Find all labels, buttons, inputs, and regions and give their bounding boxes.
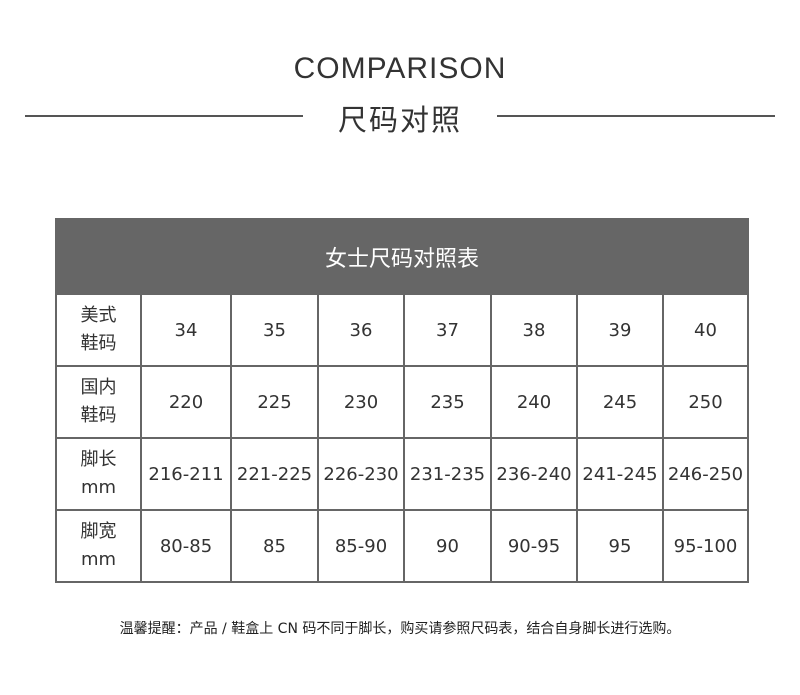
row-label: 美式 鞋码 [55, 293, 142, 367]
table-row: 脚宽 mm 80-85 85 85-90 90 90-95 95 95-100 [55, 509, 750, 583]
table-cell: 95 [576, 509, 664, 583]
row-label-line: 鞋码 [80, 333, 117, 354]
table-cell: 36 [317, 293, 405, 367]
row-label: 脚宽 mm [55, 509, 142, 583]
table-cell: 39 [576, 293, 664, 367]
title-chinese: 尺码对照 [337, 103, 462, 137]
table-cell: 35 [230, 293, 319, 367]
table-cell: 245 [576, 365, 664, 439]
table-cell: 221-225 [230, 437, 319, 511]
divider-left [25, 115, 303, 117]
table-cell: 240 [490, 365, 578, 439]
table-title: 女士尺码对照表 [54, 218, 750, 295]
row-label-line: mm [80, 477, 117, 498]
row-label-line: 鞋码 [80, 405, 117, 426]
divider-right [497, 115, 775, 117]
table-cell: 241-245 [576, 437, 664, 511]
row-label-line: 美式 [80, 305, 117, 326]
row-label-line: mm [80, 549, 117, 570]
table-cell: 230 [317, 365, 405, 439]
row-label-line: 脚宽 [80, 521, 117, 542]
table-cell: 216-211 [140, 437, 232, 511]
table-cell: 85 [230, 509, 319, 583]
table-cell: 40 [661, 293, 750, 367]
table-cell: 38 [490, 293, 578, 367]
table-row: 美式 鞋码 34 35 36 37 38 39 40 [55, 293, 750, 367]
size-chart-table: 女士尺码对照表 美式 鞋码 34 35 36 37 38 39 40 国内 鞋码 220 225 230 2… [54, 218, 750, 583]
row-label: 脚长 mm [55, 437, 142, 511]
table-row: 国内 鞋码 220 225 230 235 240 245 250 [55, 365, 750, 439]
table-cell: 250 [661, 365, 750, 439]
table-cell: 226-230 [317, 437, 405, 511]
table-cell: 231-235 [403, 437, 492, 511]
row-label-line: 脚长 [80, 449, 117, 470]
table-cell: 225 [230, 365, 319, 439]
table-cell: 37 [403, 293, 492, 367]
table-row: 脚长 mm 216-211 221-225 226-230 231-235 236-240 2… [55, 437, 750, 511]
table-cell: 236-240 [490, 437, 578, 511]
table-cell: 34 [140, 293, 232, 367]
table-cell: 246-250 [661, 437, 750, 511]
table-cell: 235 [403, 365, 492, 439]
title-english: COMPARISON [293, 52, 507, 85]
row-label: 国内 鞋码 [55, 365, 142, 439]
table-cell: 220 [140, 365, 232, 439]
table-cell: 95-100 [661, 509, 750, 583]
size-note: 温馨提醒：产品 / 鞋盒上 CN 码不同于脚长，购买请参照尺码表，结合自身脚长进… [119, 621, 681, 637]
table-cell: 85-90 [317, 509, 405, 583]
table-cell: 90 [403, 509, 492, 583]
table-cell: 80-85 [140, 509, 232, 583]
table-cell: 90-95 [490, 509, 578, 583]
row-label-line: 国内 [80, 377, 117, 398]
